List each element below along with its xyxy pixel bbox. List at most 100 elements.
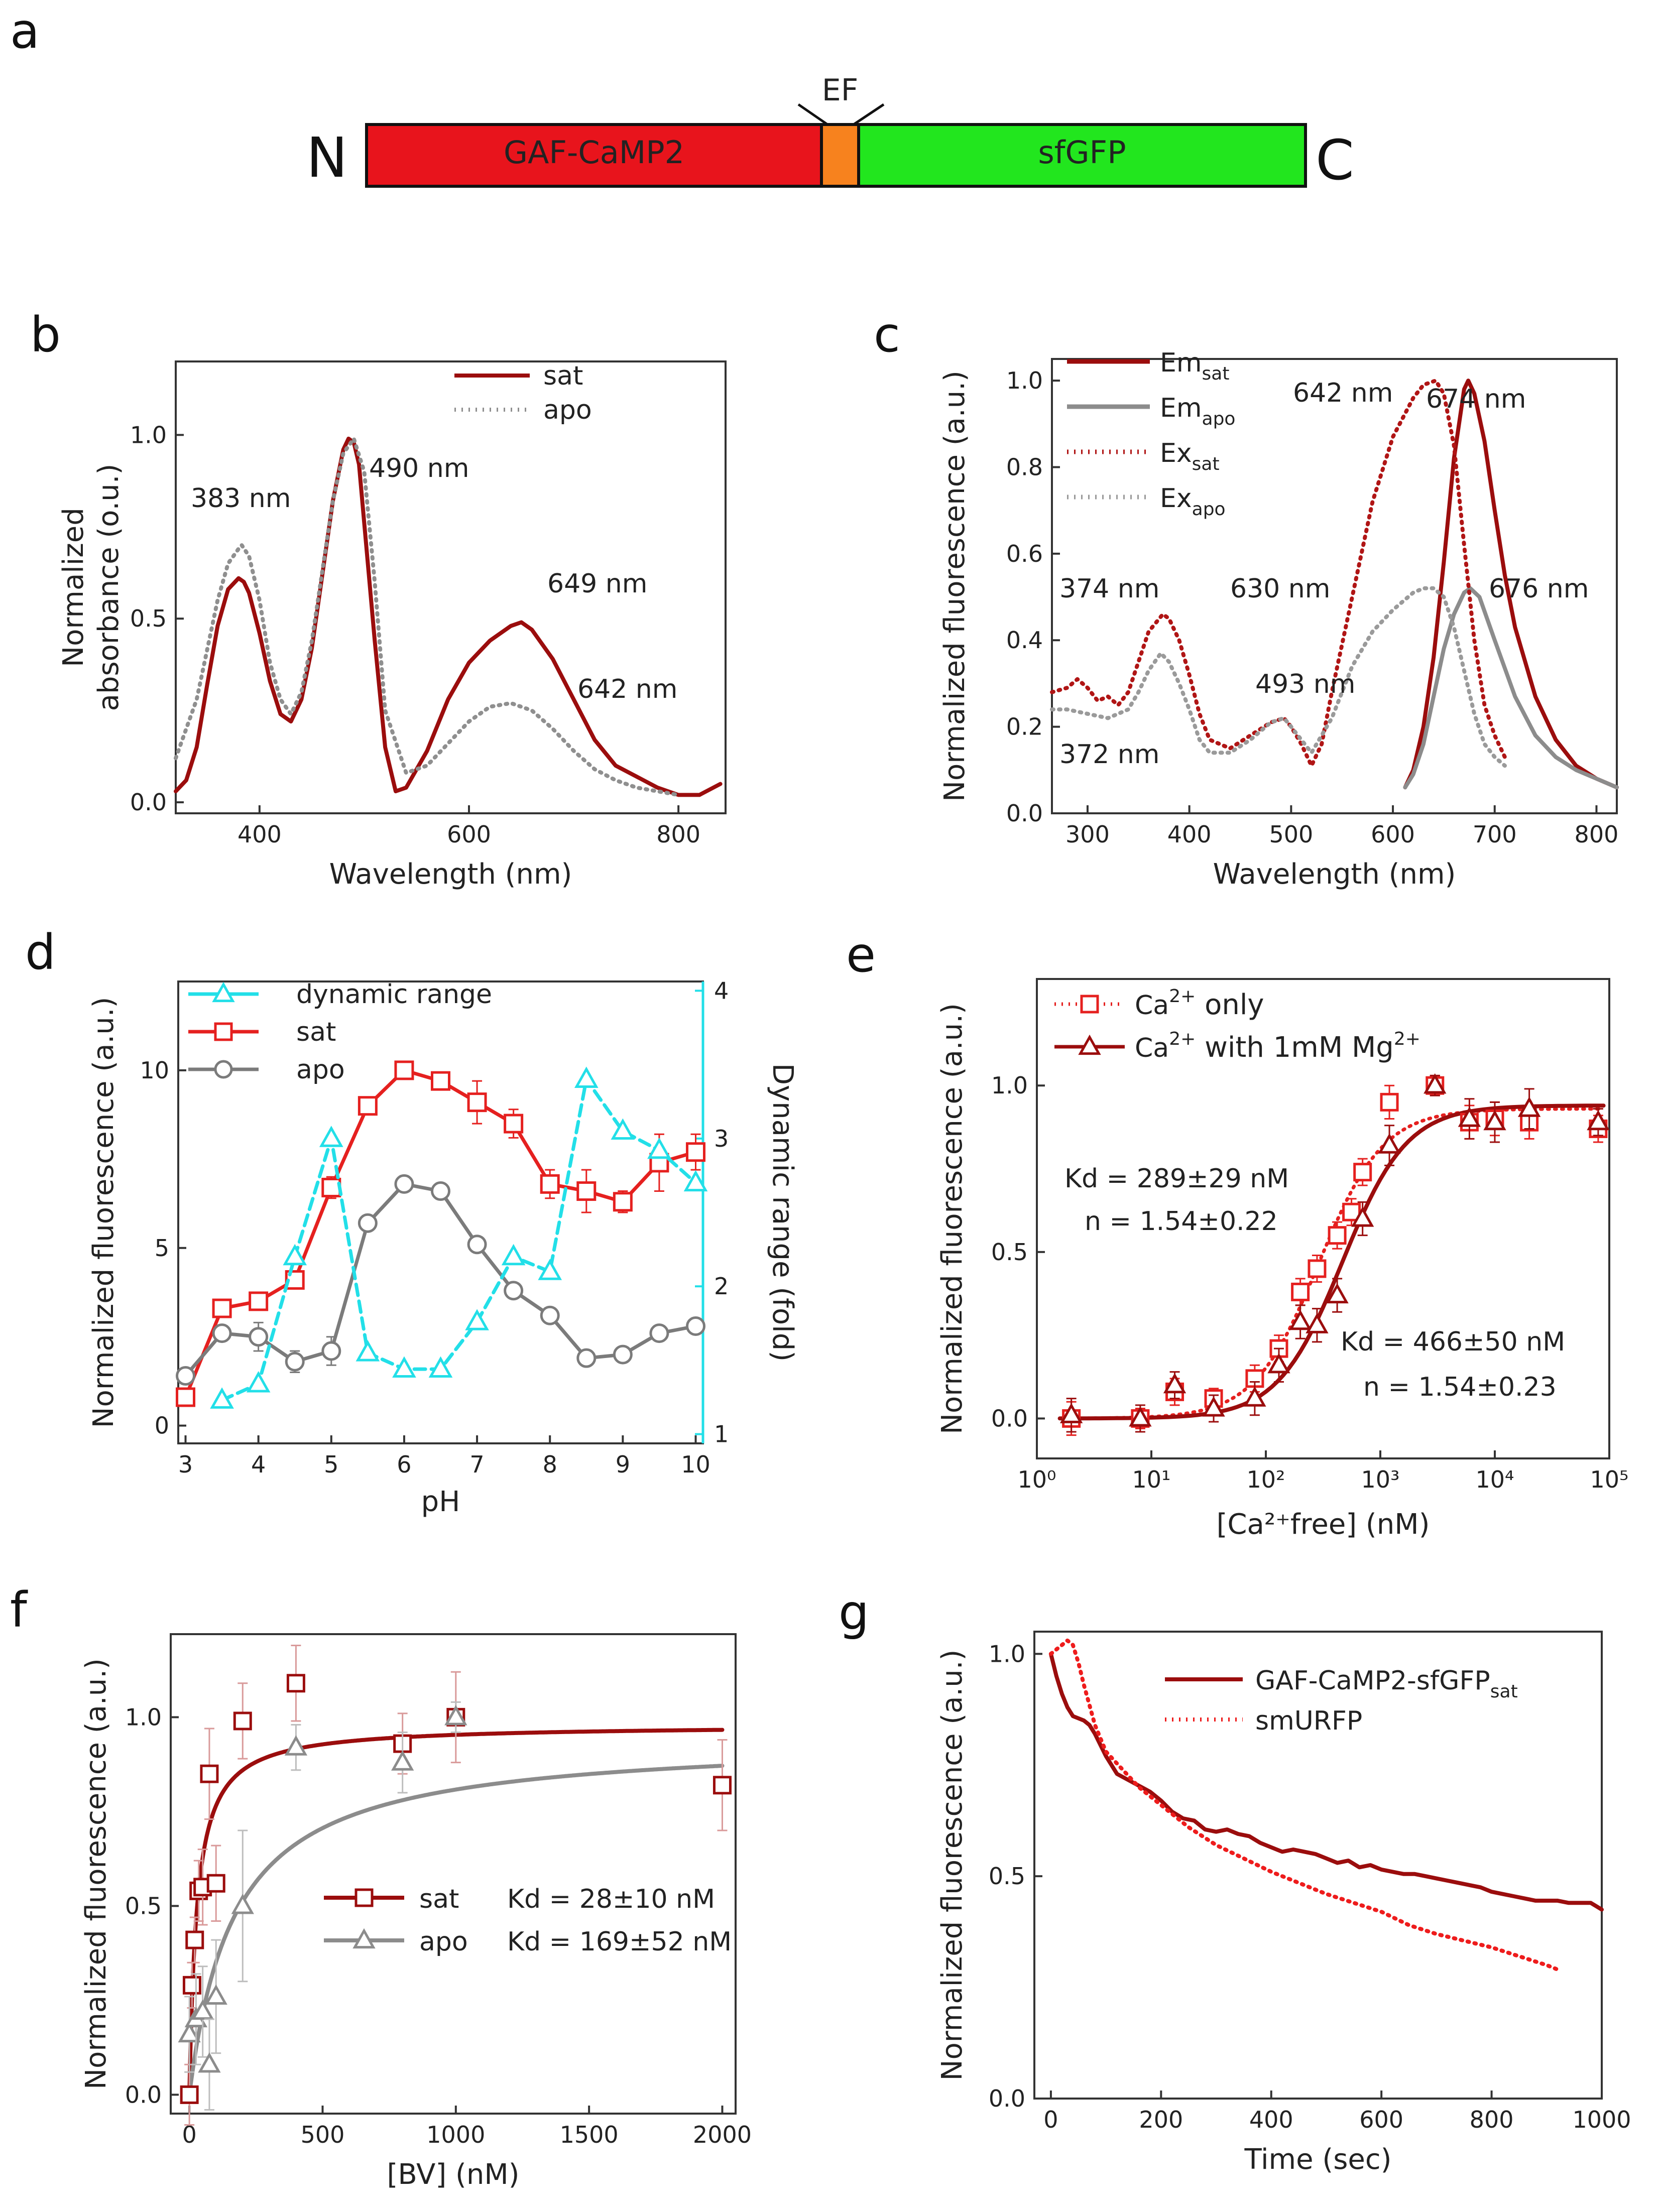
- y-tick-label: 5: [155, 1235, 169, 1262]
- x-tick-label: 600: [1359, 2106, 1403, 2133]
- plot-frame: [1051, 358, 1618, 814]
- x-tick-label: 10⁵: [1590, 1466, 1629, 1493]
- peak-annotation: 493 nm: [1255, 669, 1355, 699]
- legend-sat-label: sat: [296, 1017, 336, 1047]
- sat-kd-annotation: Kd = 28±10 nM: [507, 1884, 715, 1914]
- series-dynamic range-point: [428, 1356, 453, 1378]
- legend-label-subscript: sat: [1202, 363, 1230, 384]
- x-tick-label: 1500: [560, 2121, 619, 2148]
- series-apo-point: [613, 1344, 633, 1365]
- series-apo-point: [685, 1316, 705, 1336]
- y-tick-label: 0.5: [130, 605, 167, 632]
- legend-dynamic range-marker: [212, 981, 235, 1003]
- peak-annotation: 630 nm: [1230, 574, 1330, 604]
- x-tick-label: 500: [301, 2121, 345, 2148]
- fit-apo-curve: [187, 1764, 725, 2097]
- x-tick-label: 7: [469, 1451, 484, 1478]
- series-apo-point: [391, 1750, 414, 1771]
- legend-sat-marker: [214, 1022, 233, 1041]
- series-apo-point: [231, 1894, 254, 1914]
- series-apo-point: [212, 1323, 232, 1343]
- legend-GAF-CaMP2-sfGFP-label: GAF-CaMP2-sfGFPsat: [1255, 1666, 1518, 1702]
- fit-Ca2+ with 1mM Mg2+-curve: [1057, 1103, 1606, 1421]
- series-Em_sat-line: [1403, 379, 1619, 790]
- series-dynamic range-point: [683, 1170, 708, 1192]
- legend-apo-label: apo: [296, 1055, 345, 1085]
- series-apo-point: [394, 1174, 414, 1194]
- series-dynamic range-point: [647, 1137, 671, 1159]
- series-apo-point: [284, 1735, 308, 1756]
- legend-label-superscript: 2+: [1169, 1029, 1196, 1049]
- legend-Ex-sat-label: Exsat: [1160, 438, 1220, 474]
- series-sat-point: [286, 1674, 305, 1693]
- plot-frame: [1036, 978, 1610, 1459]
- y-tick-label: 4: [714, 977, 729, 1004]
- y-tick-label: 1.0: [989, 1640, 1025, 1667]
- x-tick-label: 500: [1269, 821, 1313, 848]
- y-tick-label: 0.0: [1006, 800, 1043, 827]
- y-axis-label: Normalized fluorescence (a.u.): [936, 1650, 969, 2081]
- y-tick-label: 1.0: [125, 1703, 162, 1731]
- y-tick-label: 0: [155, 1412, 169, 1439]
- series-Ca2+ with 1mM Mg2+-point: [1483, 1110, 1506, 1131]
- series-sat-point: [321, 1177, 341, 1197]
- x-tick-label: 700: [1473, 821, 1517, 848]
- series-sat-point: [394, 1060, 414, 1080]
- panel-g-letter: g: [839, 1584, 869, 1641]
- series-sat-point: [206, 1874, 225, 1893]
- legend-Ca2+ with 1mM Mg2+-label: Ca2+ with 1mM Mg2+: [1135, 1029, 1420, 1064]
- series-Ca2+ with 1mM Mg2+-point: [1267, 1353, 1290, 1374]
- peak-annotation: 490 nm: [369, 453, 469, 483]
- peak-annotation: 642 nm: [577, 674, 677, 704]
- series-Ca2+ only-point: [1308, 1259, 1327, 1278]
- y-tick-label: 0.8: [1006, 453, 1043, 480]
- series-Ca2+ with 1mM Mg2+-point: [1424, 1073, 1447, 1094]
- x-tick-label: 9: [616, 1451, 630, 1478]
- x-tick-label: 200: [1139, 2106, 1183, 2133]
- series-dynamic range-line: [220, 1077, 697, 1402]
- sfgfp-label: sfGFP: [1038, 134, 1126, 171]
- legend-label-superscript: 2+: [1394, 1029, 1420, 1049]
- series-Ca2+ with 1mM Mg2+-point: [1243, 1386, 1266, 1407]
- y-tick-label: 0.4: [1006, 627, 1043, 654]
- y-tick-label: 0.0: [130, 789, 167, 816]
- legend-sat-label: sat: [419, 1884, 459, 1914]
- series-apo-point: [249, 1327, 269, 1347]
- sfgfp-domain: [857, 123, 1307, 188]
- domain-diagram: N GAF-CaMP2 sfGFP C EF: [306, 73, 1354, 192]
- series-apo-point: [649, 1323, 669, 1343]
- legend-label-base: Ex: [1160, 438, 1192, 468]
- right-y-axis-label: Dynamic range (fold): [766, 1063, 799, 1362]
- x-tick-label: 10⁴: [1476, 1466, 1514, 1493]
- series-dynamic range-point: [574, 1066, 599, 1088]
- x-tick-label: 800: [1575, 821, 1619, 848]
- y-tick-label: 0.2: [1006, 713, 1043, 741]
- x-tick-label: 400: [238, 821, 282, 848]
- series-sat-point: [685, 1142, 705, 1162]
- y-tick-label: 1.0: [1006, 367, 1043, 394]
- y-axis-label: Normalized fluorescence (a.u.): [938, 371, 971, 802]
- y-tick-label: 10: [140, 1057, 169, 1084]
- series-Ca2+ only-point: [1291, 1282, 1310, 1301]
- series-sat-point: [613, 1192, 633, 1212]
- series-sat-point: [504, 1114, 524, 1134]
- legend-label-subscript: sat: [1490, 1681, 1518, 1702]
- y-axis-label: Normalized fluorescence (a.u.): [87, 997, 120, 1428]
- series-Ca2+ with 1mM Mg2+-point: [1129, 1406, 1152, 1427]
- series-sat-point: [540, 1174, 560, 1194]
- panel-a-letter: a: [10, 3, 40, 59]
- x-tick-label: 5: [324, 1451, 338, 1478]
- series-apo-point: [444, 1705, 467, 1726]
- y-tick-label: 0.5: [991, 1239, 1028, 1266]
- legend-label-base: GAF-CaMP2-sfGFP: [1255, 1666, 1490, 1696]
- series-Em_apo-line: [1403, 586, 1619, 790]
- x-tick-label: 800: [1470, 2106, 1514, 2133]
- panel-c-letter: c: [874, 307, 900, 363]
- x-tick-label: 10³: [1361, 1466, 1400, 1493]
- y-tick-label: 1.0: [130, 421, 167, 448]
- x-tick-label: 4: [251, 1451, 266, 1478]
- x-tick-label: 1000: [1572, 2106, 1631, 2133]
- series-Ex_sat-line: [1050, 379, 1507, 768]
